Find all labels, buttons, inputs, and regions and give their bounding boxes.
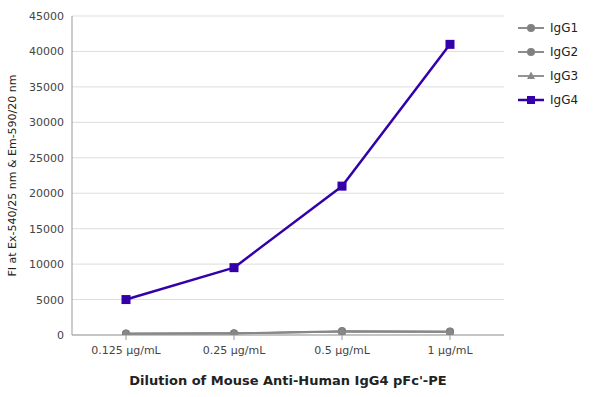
grid-line [72,157,504,158]
legend: IgG1 IgG2 IgG3 IgG4 [518,21,578,107]
data-point [446,327,454,335]
series-line [126,331,450,333]
y-tick-label: 45000 [29,10,64,23]
series-line [126,44,450,299]
x-tick-label: 0.125 μg/mL [91,344,161,357]
y-tick-label: 0 [57,329,64,342]
data-point [446,40,455,49]
x-axis-line [72,335,504,336]
chart-container: 0 5000 10000 15000 20000 25000 30000 35000 40000… [0,0,600,397]
data-point [230,329,238,335]
data-point [230,263,239,272]
x-tick [234,335,235,340]
legend-label: IgG2 [550,45,578,59]
data-point [230,329,238,335]
series-line [126,332,450,334]
grid-line [72,335,504,336]
data-point [338,327,346,335]
y-tick-label: 20000 [29,187,64,200]
grid-line [72,264,504,265]
grid-line [72,86,504,87]
x-tick-label: 1 μg/mL [427,344,473,357]
grid-line [72,16,504,17]
x-tick [342,335,343,340]
x-tick-label: 0.5 μg/mL [314,344,370,357]
grid-line [72,193,504,194]
data-point [338,182,347,191]
y-axis-line [72,16,73,335]
y-axis-label: FI at Ex-540/25 nm & Em-590/20 nm [6,74,19,276]
data-point [122,329,130,335]
grid-line [72,299,504,300]
y-tick-label: 5000 [36,294,64,307]
y-tick-label: 35000 [29,81,64,94]
grid-line [72,51,504,52]
legend-marker [527,96,535,104]
x-tick [450,335,451,340]
chart: 0 5000 10000 15000 20000 25000 30000 35000 40000… [0,0,600,397]
data-point [122,295,131,304]
legend-marker [527,24,535,32]
legend-label: IgG4 [550,93,578,107]
y-tick-label: 40000 [29,45,64,58]
y-tick-label: 15000 [29,223,64,236]
legend-marker [527,48,535,56]
series-line [126,332,450,334]
plot-area [122,40,455,335]
legend-marker [527,71,535,79]
legend-label: IgG1 [550,21,578,35]
y-tick-label: 10000 [29,258,64,271]
y-tick-label: 25000 [29,152,64,165]
legend-label: IgG3 [550,69,578,83]
x-tick [126,335,127,340]
grid-line [72,122,504,123]
x-axis-label: Dilution of Mouse Anti-Human IgG4 pFc'-P… [129,373,446,388]
x-tick-label: 0.25 μg/mL [203,344,266,357]
y-tick-label: 30000 [29,116,64,129]
